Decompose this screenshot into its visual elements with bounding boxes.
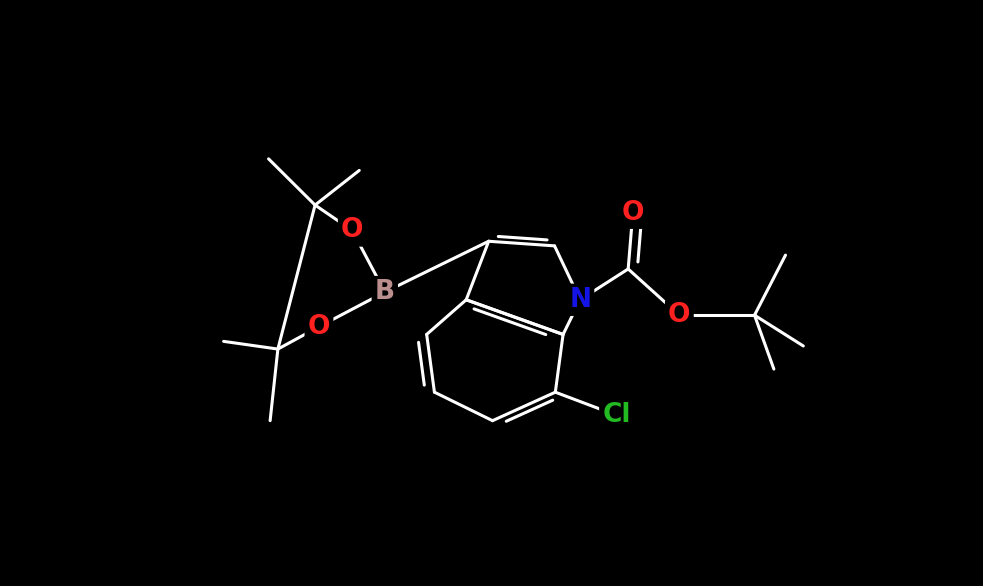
Text: N: N bbox=[569, 287, 591, 313]
Text: O: O bbox=[621, 200, 644, 226]
Text: O: O bbox=[308, 314, 330, 340]
Text: B: B bbox=[375, 279, 395, 305]
Text: Cl: Cl bbox=[603, 402, 631, 428]
Text: O: O bbox=[341, 217, 364, 243]
Text: O: O bbox=[668, 302, 691, 328]
